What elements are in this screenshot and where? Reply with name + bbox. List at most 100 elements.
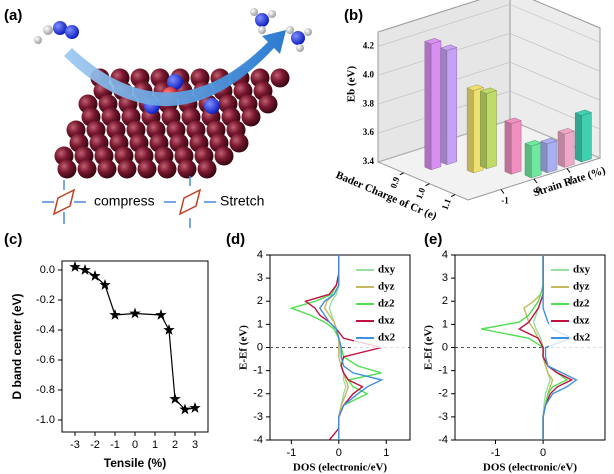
marker <box>179 403 191 415</box>
marker <box>129 307 141 319</box>
bar-top <box>540 137 558 145</box>
x-tick <box>425 183 430 187</box>
atom <box>77 159 97 179</box>
x-tick-label: 0 <box>132 439 138 451</box>
x-axis-label: Tensile (%) <box>104 456 166 470</box>
z-tick-label: 3.4 <box>363 156 375 166</box>
y-tick <box>533 178 538 184</box>
x-tick-label: 0.9 <box>388 175 401 189</box>
y-tick-label: -1 <box>501 196 509 206</box>
caption: Stretch <box>220 193 264 209</box>
dos-curve <box>328 255 347 440</box>
z-axis-label: Eb (eV) <box>346 65 358 102</box>
marker <box>155 309 167 320</box>
y-tick-label: 2 <box>257 295 263 307</box>
atom-cluster <box>54 68 290 179</box>
x-tick <box>450 194 456 198</box>
bar-face <box>504 120 512 175</box>
nh3-molecule <box>250 8 312 52</box>
y-tick-label: -3 <box>438 411 448 423</box>
y-tick-label: -4 <box>438 434 448 446</box>
atom <box>177 159 197 179</box>
grid-line <box>377 32 601 76</box>
marker <box>189 402 201 413</box>
marker <box>89 270 101 281</box>
x-tick-label: -1 <box>110 439 120 451</box>
z-tick-label: 3.8 <box>363 98 375 108</box>
dos-curve <box>318 255 384 440</box>
bar-face <box>575 112 582 163</box>
atom <box>270 68 290 88</box>
atom <box>241 107 261 127</box>
plot-frame <box>61 260 209 433</box>
x-tick-label: 2 <box>172 439 178 451</box>
y-tick-label: -2 <box>253 388 263 400</box>
bar <box>424 38 442 171</box>
adsorbate-atom <box>167 74 183 90</box>
panel-label: (b) <box>344 7 363 24</box>
legend-label: dxy <box>378 264 396 276</box>
atom <box>157 159 177 179</box>
marker <box>163 324 175 335</box>
n2-molecule <box>34 21 79 44</box>
x-tick-label: 1.1 <box>440 197 453 211</box>
bar-top <box>574 109 592 116</box>
y-tick-label: -2 <box>438 388 448 400</box>
bar-face <box>430 40 442 171</box>
y-tick-label: 4 <box>257 249 263 261</box>
y-tick-label: -0.8 <box>36 384 55 396</box>
legend-label: dyz <box>573 281 590 293</box>
grid-line <box>377 90 601 134</box>
y-tick-label: -0.4 <box>36 324 55 336</box>
atom <box>214 146 234 166</box>
atom <box>258 94 278 114</box>
legend-label: dz2 <box>378 298 395 310</box>
bar-top <box>557 128 575 135</box>
grid-line <box>377 61 601 105</box>
line <box>74 266 196 411</box>
marker <box>79 264 91 275</box>
bar-face <box>480 90 487 170</box>
grid-line <box>377 4 601 47</box>
y-axis-label: D band center (eV) <box>10 293 24 399</box>
x-axis-label: DOS (electronic/eV) <box>293 462 388 474</box>
y-tick-label: -0.2 <box>36 294 55 306</box>
panel-label: (a) <box>4 7 22 24</box>
bar-face <box>581 112 592 163</box>
x-tick-label: -1 <box>286 447 296 459</box>
legend-label: dyz <box>378 281 395 293</box>
panel-label: (c) <box>4 231 22 248</box>
x-tick-label: 1 <box>152 439 158 451</box>
y-tick-label: 0.0 <box>40 264 55 276</box>
bar <box>524 140 542 179</box>
marker <box>69 261 81 272</box>
bar-face <box>511 120 522 175</box>
bar <box>557 128 575 168</box>
bar <box>540 137 558 174</box>
legend-label: dx2 <box>573 332 591 344</box>
bar <box>574 109 592 163</box>
bar-face <box>524 143 532 179</box>
bar-face <box>540 141 548 174</box>
y-tick-label: -4 <box>253 434 263 446</box>
atom <box>197 159 217 179</box>
atom <box>57 159 77 179</box>
bar-top <box>424 38 442 45</box>
atom <box>117 159 137 179</box>
bar-face <box>546 140 558 174</box>
bar-face <box>466 87 474 174</box>
bar-face <box>440 47 448 165</box>
bar-top <box>440 44 458 51</box>
y-tick-label: 2 <box>442 295 448 307</box>
reaction-arrow <box>64 30 286 107</box>
y-tick-label: -1 <box>438 365 448 377</box>
x-tick-label: -3 <box>70 439 80 451</box>
bar-top <box>504 117 522 124</box>
bar-face <box>446 47 457 165</box>
y-axis-label: E-Ef (eV) <box>423 325 435 370</box>
bar-face <box>486 90 497 170</box>
bar-face <box>531 142 542 179</box>
bar <box>440 44 458 165</box>
y-tick-label: -1 <box>253 365 263 377</box>
legend-label: dxy <box>573 264 591 276</box>
